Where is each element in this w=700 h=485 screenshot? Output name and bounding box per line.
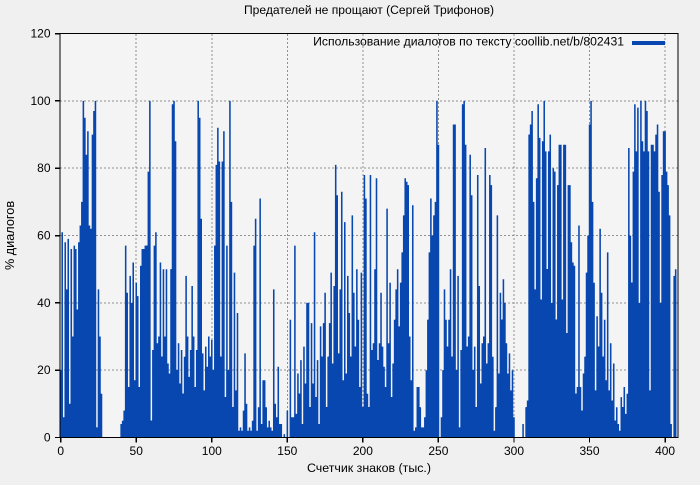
svg-text:40: 40 xyxy=(37,296,51,310)
svg-text:250: 250 xyxy=(428,444,448,458)
svg-text:350: 350 xyxy=(579,444,599,458)
svg-text:300: 300 xyxy=(504,444,524,458)
svg-text:Предателей не прощают (Сергей: Предателей не прощают (Сергей Трифонов) xyxy=(244,3,494,17)
svg-text:% диалогов: % диалогов xyxy=(3,201,17,270)
svg-text:50: 50 xyxy=(130,444,144,458)
svg-text:0: 0 xyxy=(44,431,51,445)
svg-text:150: 150 xyxy=(277,444,297,458)
svg-text:Счетчик знаков (тыс.): Счетчик знаков (тыс.) xyxy=(307,461,431,475)
svg-text:120: 120 xyxy=(30,27,50,41)
svg-text:400: 400 xyxy=(655,444,675,458)
svg-text:0: 0 xyxy=(57,444,64,458)
svg-text:80: 80 xyxy=(37,161,51,175)
svg-text:60: 60 xyxy=(37,229,51,243)
svg-text:100: 100 xyxy=(202,444,222,458)
svg-text:100: 100 xyxy=(30,94,50,108)
svg-text:20: 20 xyxy=(37,363,51,377)
svg-text:200: 200 xyxy=(353,444,373,458)
svg-text:Использование диалогов по текс: Использование диалогов по тексту coollib… xyxy=(313,35,624,49)
